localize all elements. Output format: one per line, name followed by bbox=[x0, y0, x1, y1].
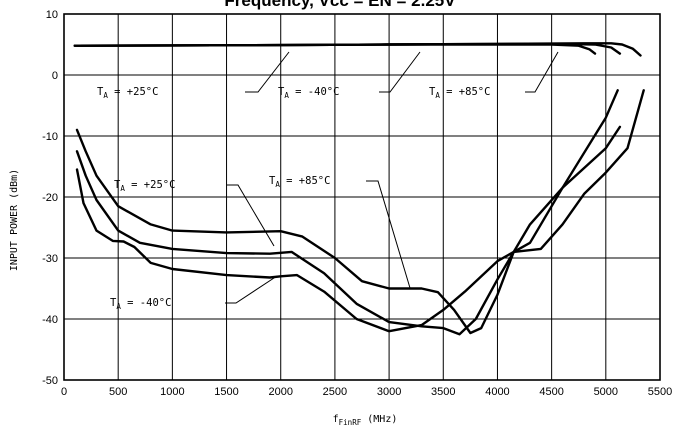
x-axis-label-sub: FinRF bbox=[339, 418, 362, 427]
x-tick-label: 0 bbox=[61, 386, 67, 398]
annotations: TA = +25°C TA = -40°C TA = +85°C TA = +25°C… bbox=[97, 86, 490, 311]
x-tick-label: 5000 bbox=[594, 386, 618, 398]
grid bbox=[64, 14, 660, 380]
y-tick-label: -50 bbox=[42, 375, 58, 387]
x-tick-label: 4000 bbox=[485, 386, 509, 398]
x-tick-label: 500 bbox=[109, 386, 127, 398]
annotation-label: TA = -40°C bbox=[110, 297, 171, 311]
series-line bbox=[75, 89, 619, 333]
x-axis-label: fFinRF (MHz) bbox=[333, 414, 398, 427]
x-tick-label: 3000 bbox=[377, 386, 401, 398]
plot-frame bbox=[63, 13, 661, 381]
series-line bbox=[75, 89, 645, 335]
annotation-leader bbox=[227, 184, 275, 247]
y-axis-label: INPUT POWER (dBm) bbox=[9, 169, 20, 271]
y-tick-label: -20 bbox=[42, 192, 58, 204]
x-axis-label-main: f bbox=[333, 414, 339, 425]
series-line bbox=[75, 125, 622, 336]
x-tick-label: 3500 bbox=[431, 386, 455, 398]
tick-labels: 0 500 1000 1500 2000 2500 3000 3500 4000 4500 5000… bbox=[42, 9, 672, 398]
annotation-leader bbox=[225, 275, 278, 304]
annotation-leader bbox=[245, 51, 290, 93]
annotation-leader bbox=[525, 51, 559, 93]
annotation-leaders bbox=[225, 51, 559, 304]
annotation-label: TA = +25°C bbox=[114, 179, 175, 193]
annotation-leader bbox=[379, 51, 421, 93]
annotation-label: TA = -40°C bbox=[278, 86, 339, 100]
y-tick-label: 10 bbox=[46, 9, 58, 21]
y-tick-label: -10 bbox=[42, 131, 58, 143]
annotation-label: TA = +85°C bbox=[269, 175, 330, 189]
x-tick-label: 1000 bbox=[160, 386, 184, 398]
y-tick-label: -30 bbox=[42, 253, 58, 265]
annotation-label: TA = +85°C bbox=[429, 86, 490, 100]
x-axis-label-unit: (MHz) bbox=[361, 414, 397, 425]
plot-series bbox=[73, 42, 645, 336]
x-tick-label: 4500 bbox=[539, 386, 563, 398]
x-tick-label: 2000 bbox=[268, 386, 292, 398]
chart-title: Frequency, Vcc = EN = 2.25V bbox=[224, 0, 456, 10]
y-tick-label: 0 bbox=[52, 70, 58, 82]
x-tick-label: 5500 bbox=[648, 386, 672, 398]
x-tick-label: 1500 bbox=[214, 386, 238, 398]
y-tick-label: -40 bbox=[42, 314, 58, 326]
x-tick-label: 2500 bbox=[323, 386, 347, 398]
annotation-leader bbox=[366, 180, 411, 289]
series-line bbox=[73, 42, 642, 57]
annotation-label: TA = +25°C bbox=[97, 86, 158, 100]
